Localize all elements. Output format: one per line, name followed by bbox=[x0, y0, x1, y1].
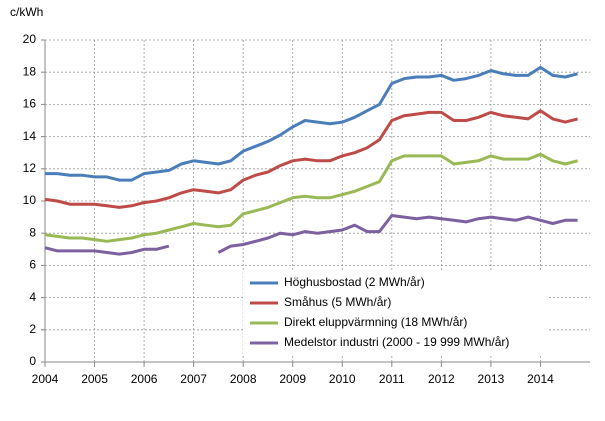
x-tick-label: 2005 bbox=[81, 372, 108, 386]
y-tick-label: 2 bbox=[29, 322, 36, 336]
x-tick-label: 2011 bbox=[379, 372, 405, 386]
y-tick-label: 14 bbox=[23, 129, 37, 143]
y-tick-label: 16 bbox=[23, 97, 37, 111]
x-tick-label: 2008 bbox=[230, 372, 257, 386]
x-tick-label: 2010 bbox=[329, 372, 356, 386]
y-tick-label: 18 bbox=[23, 64, 37, 78]
y-tick-label: 6 bbox=[29, 258, 36, 272]
y-tick-label: 12 bbox=[23, 161, 37, 175]
x-tick-label: 2014 bbox=[527, 372, 554, 386]
legend-label: Direkt eluppvärmning (18 MWh/år) bbox=[284, 315, 467, 329]
y-tick-label: 4 bbox=[29, 290, 36, 304]
y-tick-label: 0 bbox=[29, 354, 36, 368]
x-tick-label: 2007 bbox=[180, 372, 207, 386]
legend-label: Medelstor industri (2000 - 19 999 MWh/år… bbox=[284, 335, 509, 349]
series-line bbox=[44, 214, 578, 256]
series-line bbox=[44, 109, 578, 209]
x-tick-label: 2009 bbox=[279, 372, 306, 386]
legend-label: Höghusbostad (2 MWh/år) bbox=[284, 275, 425, 289]
x-tick-label: 2013 bbox=[478, 372, 505, 386]
x-tick-label: 2012 bbox=[428, 372, 455, 386]
y-tick-label: 20 bbox=[23, 32, 37, 46]
y-tick-label: 8 bbox=[29, 225, 36, 239]
y-axis-label: c/kWh bbox=[10, 5, 43, 19]
series-line bbox=[44, 152, 578, 243]
legend-box bbox=[243, 270, 548, 356]
x-tick-label: 2004 bbox=[32, 372, 59, 386]
legend-label: Småhus (5 MWh/år) bbox=[284, 295, 391, 309]
series-line bbox=[45, 65, 578, 182]
x-tick-label: 2006 bbox=[131, 372, 158, 386]
y-tick-label: 10 bbox=[23, 193, 37, 207]
